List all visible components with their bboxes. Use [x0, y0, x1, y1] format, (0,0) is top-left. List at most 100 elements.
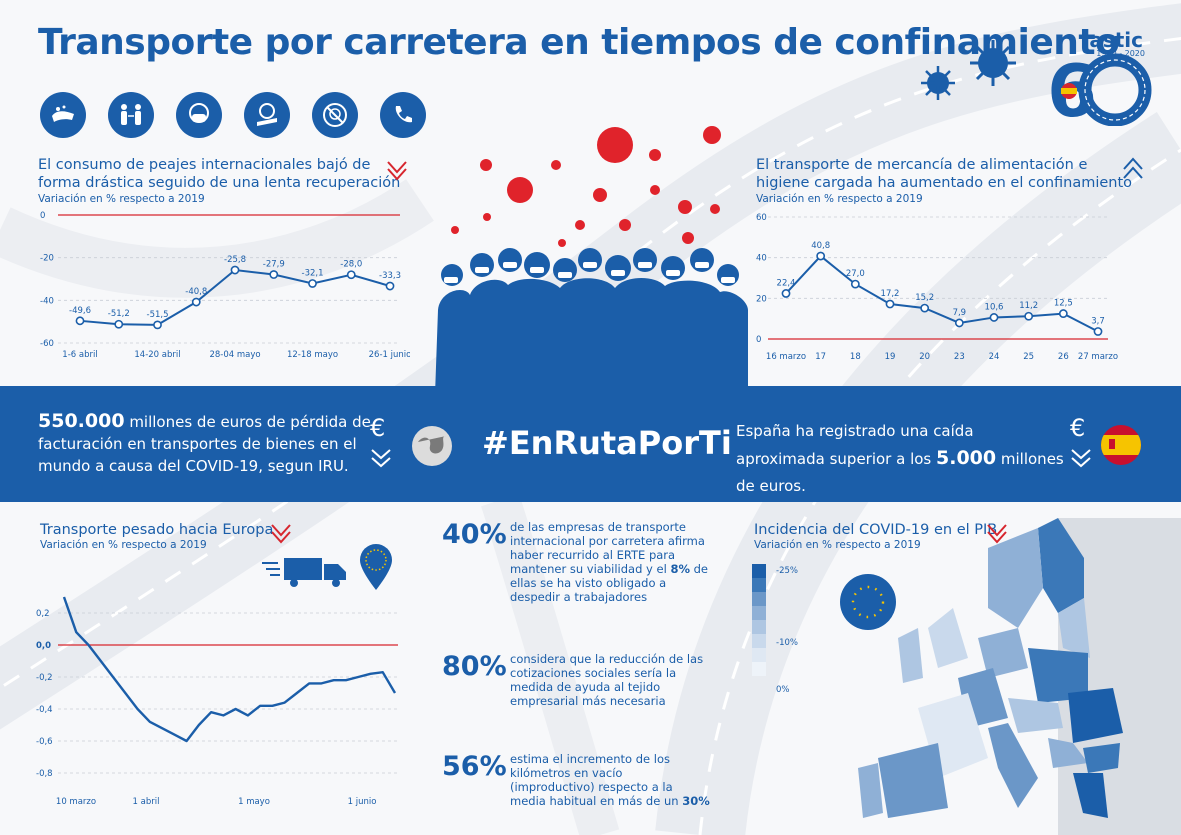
data-label: 22,4 [777, 278, 796, 288]
data-point [346, 270, 356, 280]
band-left-text: 550.000 millones de euros de pérdida de … [38, 410, 388, 477]
hashtag: #EnRutaPorTi [482, 424, 732, 462]
legend-label-0: 0% [776, 685, 790, 695]
data-point [816, 251, 826, 261]
data-label: 11,2 [1019, 301, 1038, 311]
data-point [781, 289, 791, 298]
page-title: Transporte por carretera en tiempos de c… [38, 22, 1120, 63]
data-point [850, 279, 860, 289]
y-tick-label: -20 [40, 254, 54, 264]
data-point [114, 319, 124, 329]
data-label: -33,3 [379, 271, 401, 281]
band-left-rest: millones de euros de pérdida de facturac… [38, 413, 371, 475]
stat-56-pct: 56% [442, 751, 507, 782]
y-tick-label: -0,8 [36, 769, 53, 779]
data-label: 7,9 [953, 308, 967, 318]
logo-years: 1960 - 2020 [1096, 49, 1145, 58]
data-point [191, 297, 201, 307]
chevron-down-icon [1071, 449, 1091, 468]
chevron-down-icon [271, 524, 291, 544]
stat-56: 56% estima el incremento de los kilómetr… [442, 751, 710, 809]
y-tick-label: 20 [756, 294, 767, 304]
legend-label-25: -25% [776, 566, 798, 576]
data-label: -32,1 [302, 268, 324, 278]
x-tick-label: 28-04 mayo [209, 350, 260, 360]
data-point [1024, 311, 1034, 321]
data-label: 10,6 [985, 302, 1004, 312]
chart4-subtitle: Variación en % respecto a 2019 [754, 539, 921, 551]
legend-label-10: -10% [776, 638, 798, 648]
x-tick-label: 18 [850, 352, 861, 362]
series-line [62, 596, 397, 743]
euro-icon: € [1070, 414, 1086, 442]
stat-56-text: estima el incremento de los kilómetros e… [510, 752, 710, 808]
x-tick-label: 1 mayo [238, 797, 270, 807]
europe-map [858, 518, 1181, 835]
data-label: 12,5 [1054, 299, 1073, 309]
data-point [308, 279, 317, 288]
chevron-down-icon [371, 449, 391, 468]
chart1-tolls: 0 -20 -40 -60 -49,6 -51,2 -51,5 -40,8 -25,8 -27,9… [40, 211, 410, 360]
chart1-subtitle: Variación en % respecto a 2019 [38, 193, 205, 205]
data-label: -27,9 [263, 260, 285, 270]
data-label: 15,2 [915, 293, 934, 303]
x-tick-label: 24 [989, 352, 1000, 362]
x-tick-label: 10 marzo [56, 797, 96, 807]
series-line [785, 254, 1099, 333]
data-point [989, 313, 999, 322]
x-tick-label: 26 [1058, 352, 1069, 362]
data-label: -49,6 [69, 306, 91, 316]
no-touch-face-icon [312, 92, 358, 138]
x-tick-label: 1-6 abril [62, 350, 97, 360]
x-tick-label: 16 marzo [766, 352, 806, 362]
cough-elbow-icon [244, 92, 290, 138]
euro-icon: € [370, 414, 386, 442]
x-tick-label: 12-18 mayo [287, 350, 338, 360]
stat-40-text-1: de las empresas de transporte internacio… [510, 520, 705, 576]
x-tick-label: 14-20 abril [134, 350, 180, 360]
band-left-bold: 550.000 [38, 410, 125, 432]
chart2-subtitle: Variación en % respecto a 2019 [756, 193, 923, 205]
y-tick-label: -0,2 [36, 673, 53, 683]
stat-80: 80% considera que la reducción de las co… [442, 652, 710, 709]
data-label: 27,0 [846, 269, 865, 279]
x-tick-label: 19 [885, 352, 896, 362]
chart2-food-hygiene: 60 40 20 0 22,4 16 marzo 40,8 17 27,0 18 17,2 19 15,… [756, 213, 1118, 362]
data-label: -40,8 [185, 287, 207, 297]
chart3-heavy-transport: 0,2 0,0 -0,2 -0,4 -0,6 -0,8 10 marzo 1 abril 1 m… [36, 596, 398, 807]
pib-legend: -25% -10% 0% [752, 564, 798, 695]
prevention-icons [40, 92, 426, 138]
mask-icon [176, 92, 222, 138]
data-label: -25,8 [224, 255, 246, 265]
chart2-title-line1: El transporte de mercancía de alimentaci… [756, 157, 1088, 173]
stat-80-text: considera que la reducción de las cotiza… [510, 652, 704, 708]
chevron-down-icon [987, 524, 1007, 544]
chart3-subtitle: Variación en % respecto a 2019 [40, 539, 207, 551]
stat-40-text: de las empresas de transporte internacio… [510, 520, 710, 604]
x-tick-label: 23 [954, 352, 965, 362]
band-right-text-2: millones de euros. [736, 450, 1064, 495]
stat-40-bold: 8% [670, 562, 690, 576]
y-tick-label: 0,0 [36, 641, 51, 651]
y-tick-label: -40 [40, 296, 54, 306]
chart1-title-line2: forma drástica seguido de una lenta recu… [38, 175, 401, 191]
x-tick-label: 1 abril [133, 797, 160, 807]
band-right-bold: 5.000 [936, 447, 997, 469]
truck-icon [262, 558, 346, 587]
data-point [75, 316, 85, 326]
y-tick-label: -0,6 [36, 737, 53, 747]
stat-40: 40% de las empresas de transporte intern… [442, 520, 710, 605]
y-tick-label: -60 [40, 339, 54, 349]
y-tick-label: 60 [756, 213, 767, 223]
y-tick-label: 0 [756, 335, 761, 345]
data-point [1058, 309, 1068, 318]
stat-56-text-1: estima el incremento de los kilómetros e… [510, 752, 683, 808]
x-tick-label: 17 [815, 352, 826, 362]
eu-location-pin-icon [360, 544, 392, 590]
y-tick-label: 40 [756, 254, 767, 264]
chart1-title-line1: El consumo de peajes internacionales baj… [38, 157, 371, 173]
chevron-down-icon [387, 161, 407, 181]
chevron-up-icon [1123, 157, 1143, 179]
